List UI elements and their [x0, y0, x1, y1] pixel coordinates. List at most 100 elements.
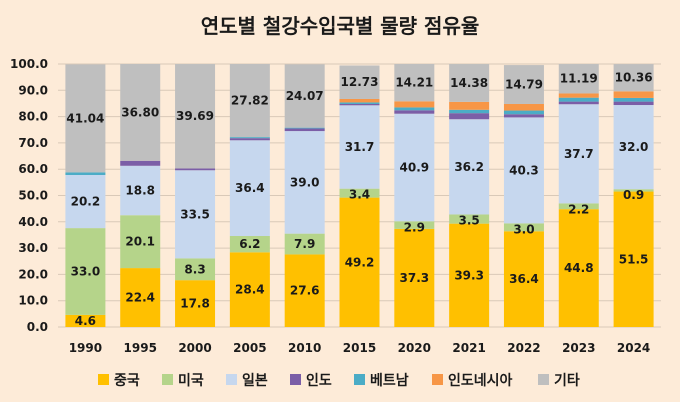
data-label: 36.2	[454, 160, 484, 174]
bar-segment	[229, 64, 270, 138]
bar-segment	[558, 64, 599, 94]
data-label: 7.9	[294, 237, 315, 251]
legend-label: 미국	[178, 373, 204, 389]
bar-segment	[613, 97, 654, 102]
y-tick-label: 50.0	[18, 189, 48, 203]
bar-segment	[449, 101, 490, 110]
data-label: 40.3	[509, 163, 539, 177]
x-tick-label: 2005	[233, 341, 266, 355]
bar-segment	[339, 65, 380, 99]
data-label: 33.5	[180, 207, 210, 221]
data-label: 31.7	[345, 140, 375, 154]
bar-segment	[558, 203, 599, 210]
bar-segment	[503, 114, 544, 118]
legend-item: 미국	[162, 373, 204, 389]
bar-segment	[229, 252, 270, 327]
bar-segment	[339, 98, 380, 103]
bar-segment	[175, 258, 216, 281]
legend-label: 인도네시아	[448, 372, 513, 389]
bar-segment	[175, 170, 216, 259]
bar-segment	[284, 128, 325, 132]
data-label: 36.80	[121, 105, 159, 119]
bar-segment	[449, 64, 490, 102]
data-label: 17.8	[180, 297, 210, 311]
y-tick-label: 60.0	[18, 162, 48, 176]
bar-segment	[229, 140, 270, 237]
bar-segment	[65, 314, 106, 327]
x-tick-label: 1990	[69, 341, 102, 355]
y-axis: 0.0 10.0 20.0 30.0 40.0 50.0 60.0 70.0 80.0 90.0 1…	[10, 57, 48, 334]
y-tick-label: 10.0	[18, 294, 48, 308]
data-label: 20.2	[71, 195, 101, 209]
data-label: 44.8	[564, 261, 594, 275]
bar-segment	[394, 107, 435, 111]
data-label: 27.6	[290, 284, 320, 298]
bar-segment	[120, 268, 161, 327]
bar-segment	[175, 280, 216, 327]
y-tick-label: 30.0	[18, 241, 48, 255]
bar-segment	[120, 215, 161, 269]
bar-segment	[339, 102, 380, 104]
bar-segment	[503, 110, 544, 115]
x-tick-label: 1995	[124, 341, 157, 355]
y-tick-label: 90.0	[18, 83, 48, 97]
x-tick-label: 2015	[343, 341, 376, 355]
legend-label: 베트남	[370, 372, 409, 389]
data-label: 39.3	[454, 268, 484, 282]
bar-segment	[613, 91, 654, 98]
bar-segment	[503, 223, 544, 232]
bar-segment	[229, 138, 270, 141]
data-label: 37.7	[564, 147, 594, 161]
data-label: 0.9	[623, 188, 644, 202]
bar-segment	[394, 228, 435, 327]
bar-segment	[284, 233, 325, 255]
bar-segment	[339, 105, 380, 189]
bar-segment	[558, 93, 599, 98]
y-tick-label: 100.0	[10, 57, 48, 71]
y-tick-label: 40.0	[18, 215, 48, 229]
data-label: 33.0	[71, 265, 101, 279]
data-label: 3.5	[459, 213, 480, 227]
bar-segment	[120, 165, 161, 216]
legend-label: 일본	[242, 373, 268, 389]
data-label: 39.69	[176, 109, 214, 123]
data-label: 14.79	[505, 78, 543, 92]
data-label: 2.2	[568, 202, 589, 216]
data-label: 24.07	[286, 89, 324, 103]
bar-segment	[394, 221, 435, 229]
bar-segment	[613, 105, 654, 190]
data-label: 14.38	[450, 76, 488, 90]
bar-segment	[120, 64, 161, 161]
data-label: 20.1	[125, 235, 155, 249]
bar-segment	[65, 174, 106, 229]
bar-segment	[175, 64, 216, 169]
data-label: 3.4	[349, 188, 370, 202]
legend-item: 중국	[98, 373, 140, 389]
data-label: 2.9	[404, 220, 425, 234]
bar-segment	[284, 131, 325, 234]
bar-segment	[229, 236, 270, 253]
data-label: 6.2	[239, 237, 260, 251]
x-tick-label: 2022	[507, 341, 540, 355]
bar-segment	[449, 223, 490, 327]
bar-segment	[175, 168, 216, 171]
bar-segment	[65, 172, 106, 175]
legend-item: 베트남	[354, 372, 409, 389]
bar-segment	[613, 191, 654, 327]
x-tick-label: 2010	[288, 341, 321, 355]
bar-segment	[394, 113, 435, 222]
data-label: 41.04	[66, 111, 104, 125]
bar-segment	[229, 137, 270, 139]
data-label: 51.5	[619, 252, 649, 266]
bar-segment	[65, 64, 106, 173]
bar-segment	[558, 104, 599, 204]
bar-segment	[339, 103, 380, 106]
bar-segment	[558, 97, 599, 102]
bar-segment	[449, 113, 490, 120]
legend-swatch	[162, 374, 173, 385]
bar-segment	[503, 103, 544, 111]
data-label: 27.82	[231, 94, 269, 108]
bar-segment	[503, 117, 544, 224]
legend-swatch	[354, 374, 365, 385]
data-label: 36.4	[509, 272, 539, 286]
